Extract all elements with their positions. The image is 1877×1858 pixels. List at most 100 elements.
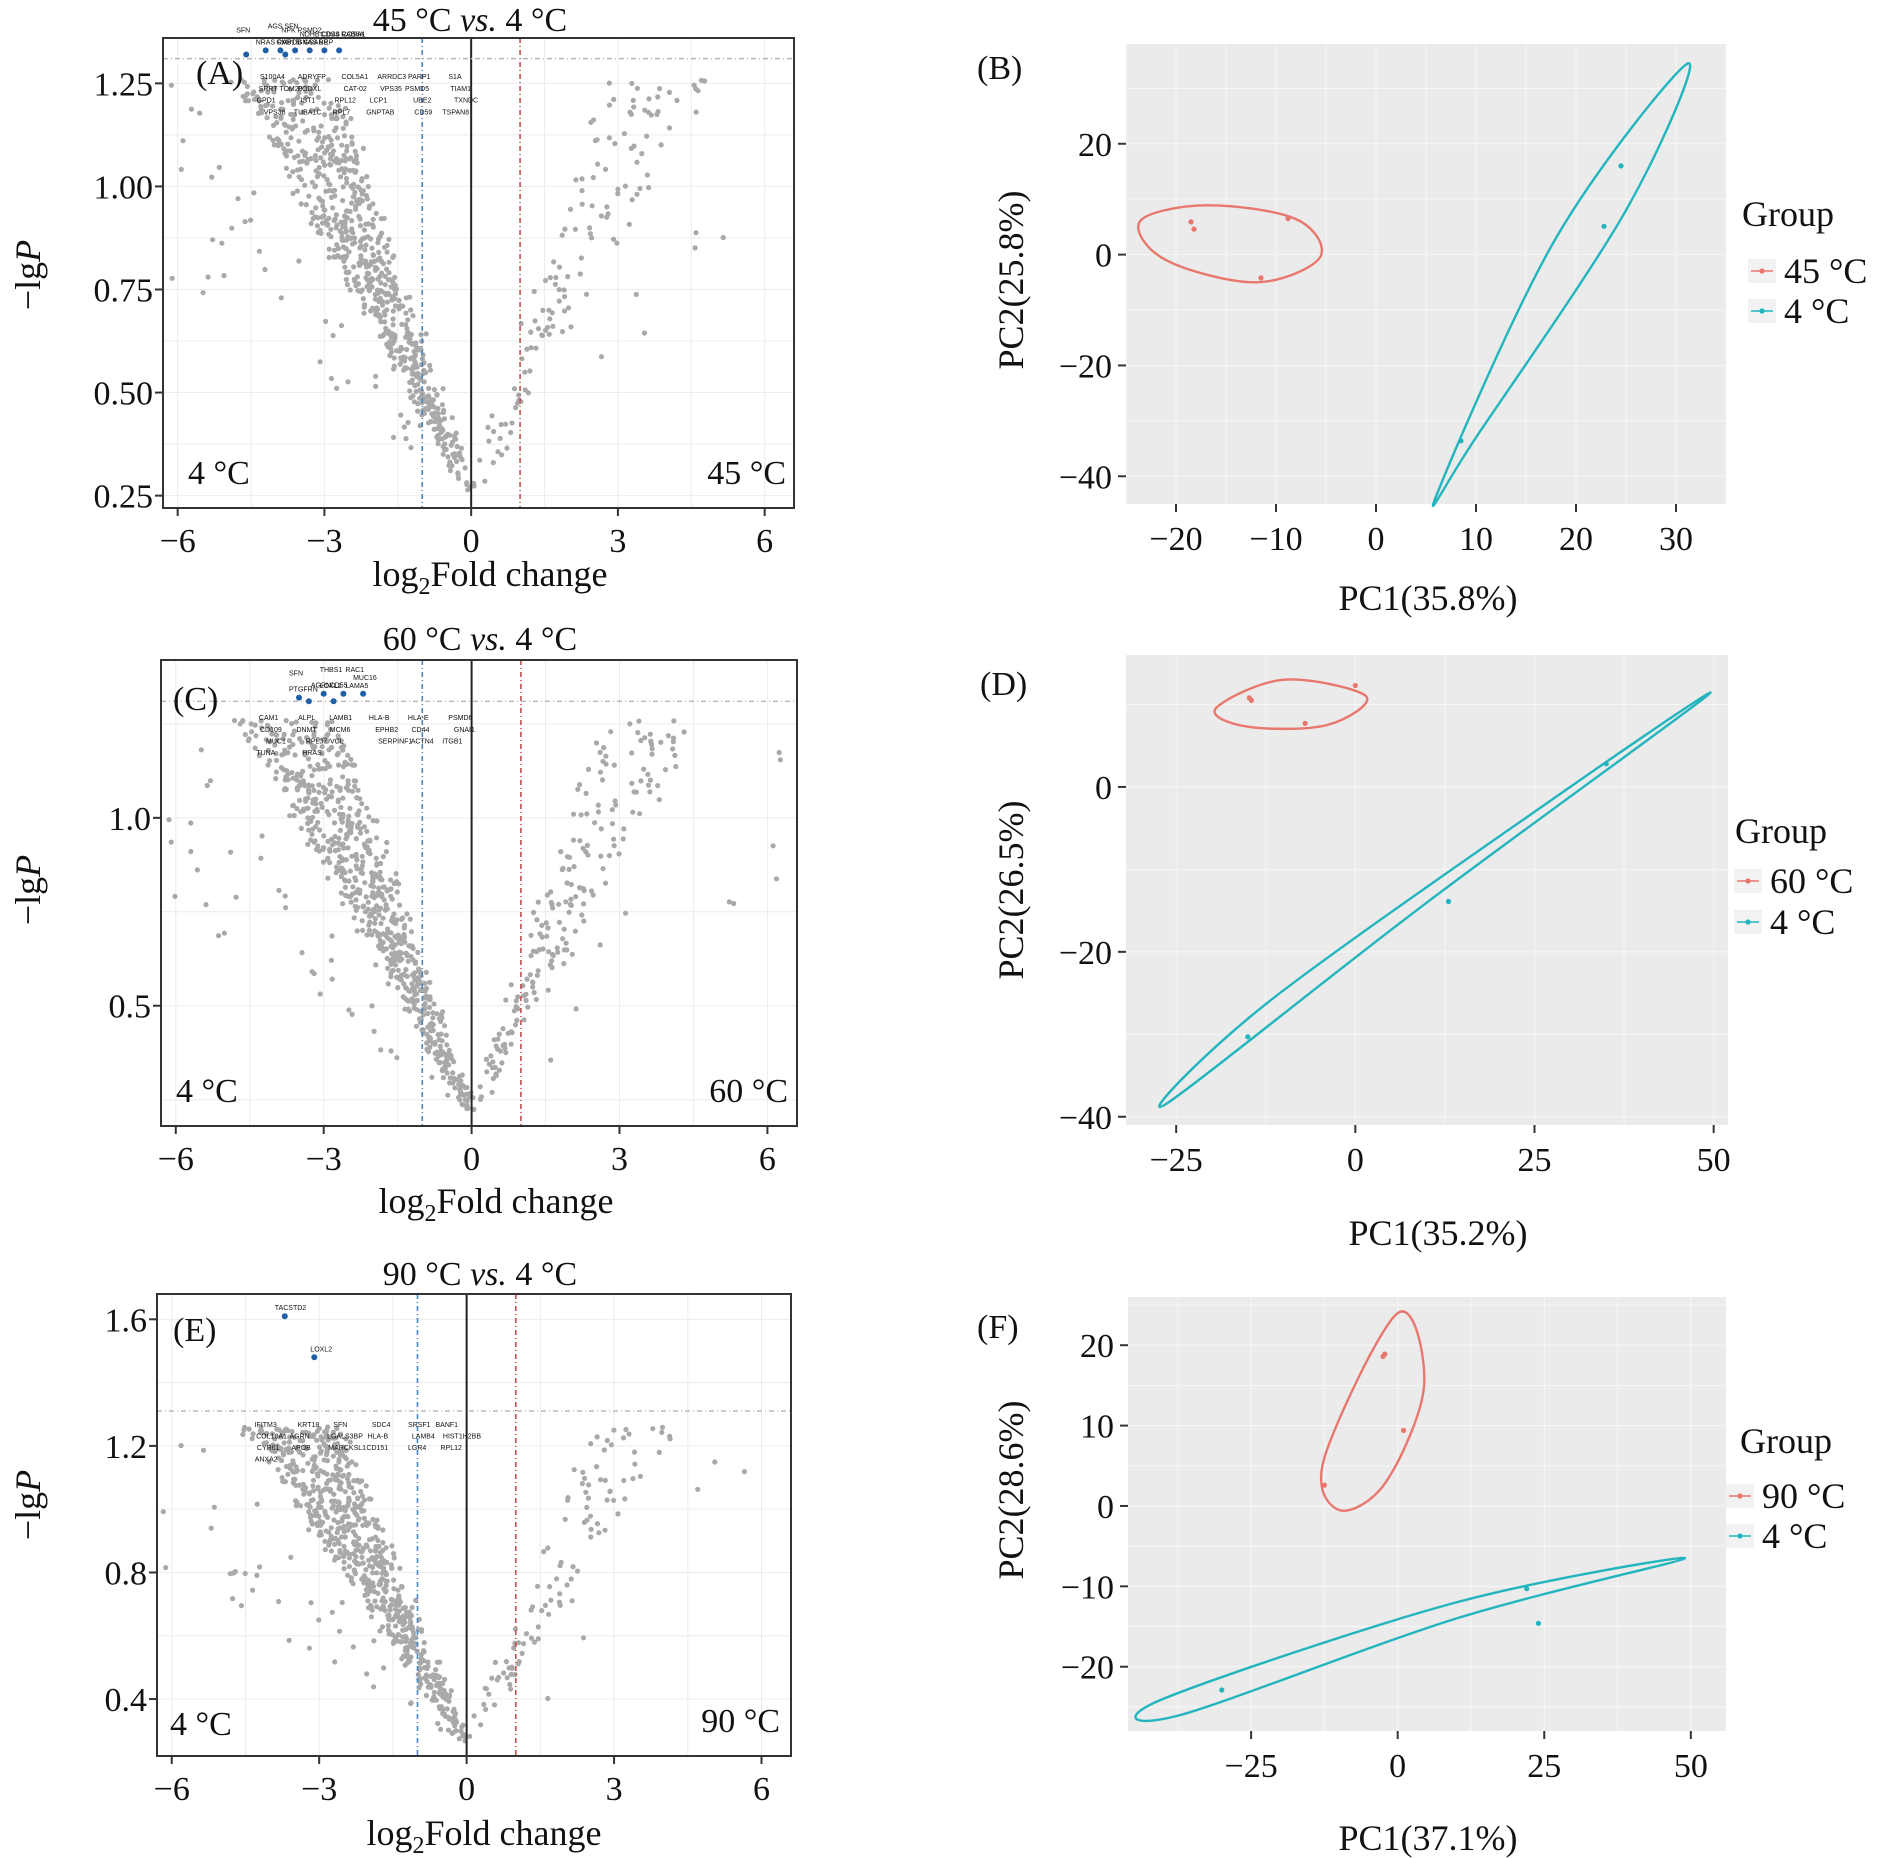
data-point bbox=[530, 980, 536, 986]
data-point bbox=[305, 815, 311, 821]
data-point bbox=[302, 752, 308, 758]
data-point bbox=[283, 129, 289, 135]
data-point bbox=[340, 244, 346, 250]
data-point bbox=[589, 203, 595, 209]
x-tick-label: 0 bbox=[1389, 1748, 1406, 1785]
data-point bbox=[318, 1448, 324, 1454]
data-point bbox=[254, 1501, 260, 1507]
data-point bbox=[200, 290, 206, 296]
data-point bbox=[410, 1634, 417, 1640]
data-point bbox=[276, 1598, 282, 1605]
data-point bbox=[453, 1719, 460, 1725]
data-point bbox=[398, 344, 404, 350]
data-point bbox=[343, 1513, 349, 1519]
data-point bbox=[407, 988, 413, 994]
data-point bbox=[341, 133, 348, 139]
data-point bbox=[321, 833, 327, 839]
data-point bbox=[328, 137, 334, 143]
data-point bbox=[350, 1644, 356, 1650]
panel-b-legend-entry-1: 45 °C bbox=[1784, 251, 1867, 291]
data-point bbox=[314, 106, 320, 112]
data-point bbox=[363, 264, 369, 270]
significant-gene-label: AGRN bbox=[311, 682, 331, 689]
data-point bbox=[390, 316, 396, 322]
data-point bbox=[354, 274, 360, 280]
data-point bbox=[399, 1584, 405, 1590]
data-point bbox=[341, 1559, 347, 1565]
data-point bbox=[647, 777, 654, 783]
data-point bbox=[294, 777, 300, 783]
data-point bbox=[770, 843, 776, 849]
data-point bbox=[378, 280, 384, 286]
data-point bbox=[600, 866, 606, 872]
data-point bbox=[303, 1429, 309, 1435]
gene-label: ANXA2 bbox=[255, 1457, 278, 1464]
data-point bbox=[429, 1027, 435, 1034]
data-point bbox=[629, 80, 635, 86]
data-point bbox=[290, 116, 296, 123]
data-point bbox=[580, 1635, 587, 1641]
data-point bbox=[376, 249, 382, 255]
data-point bbox=[401, 932, 407, 938]
data-point bbox=[353, 283, 359, 289]
data-point bbox=[379, 1624, 386, 1630]
data-point bbox=[483, 1686, 489, 1692]
data-point bbox=[342, 878, 348, 884]
data-point bbox=[344, 237, 350, 243]
data-point bbox=[326, 105, 332, 111]
data-point bbox=[364, 828, 370, 835]
data-point bbox=[524, 976, 530, 982]
data-point bbox=[503, 1050, 509, 1056]
x-tick-label: 25 bbox=[1527, 1748, 1561, 1785]
data-point bbox=[311, 729, 317, 735]
panel-c-plot-area bbox=[161, 660, 797, 1126]
data-point bbox=[375, 943, 382, 949]
data-point bbox=[418, 387, 424, 393]
data-point bbox=[601, 1447, 607, 1453]
data-point bbox=[303, 78, 309, 84]
significant-gene-label: NRAS RAB15 bbox=[256, 39, 300, 46]
data-point bbox=[597, 769, 604, 775]
gene-label: CD151 bbox=[366, 1445, 388, 1452]
data-point bbox=[451, 1075, 457, 1082]
data-point bbox=[313, 720, 319, 726]
data-point bbox=[272, 1436, 278, 1442]
data-point bbox=[331, 254, 337, 260]
data-point bbox=[305, 841, 311, 847]
data-point bbox=[329, 1609, 335, 1615]
data-point bbox=[332, 833, 338, 840]
data-point bbox=[203, 902, 209, 908]
data-point bbox=[340, 222, 346, 228]
data-point bbox=[340, 901, 346, 907]
data-point bbox=[364, 1588, 371, 1594]
data-point bbox=[294, 188, 300, 194]
data-point bbox=[458, 1728, 464, 1734]
data-point bbox=[353, 153, 360, 159]
panel-a-title: 45 °C vs. 4 °C bbox=[373, 2, 567, 39]
data-point bbox=[332, 1659, 338, 1665]
data-point bbox=[309, 831, 315, 837]
data-point bbox=[356, 1561, 362, 1567]
gene-label: RPL7 bbox=[333, 110, 351, 117]
data-point bbox=[413, 388, 419, 395]
data-point bbox=[355, 822, 361, 829]
data-point bbox=[370, 1564, 376, 1570]
data-point bbox=[601, 745, 607, 751]
data-point bbox=[362, 302, 368, 308]
data-point bbox=[304, 1502, 310, 1508]
data-point bbox=[313, 205, 319, 211]
data-point bbox=[448, 442, 454, 448]
data-point bbox=[269, 1431, 275, 1437]
data-point bbox=[316, 1425, 322, 1432]
data-point bbox=[588, 1526, 594, 1532]
data-point bbox=[401, 981, 407, 987]
gene-label: TUNA bbox=[256, 750, 275, 757]
data-point bbox=[681, 729, 687, 735]
significant-gene-label: RAC1 bbox=[345, 667, 364, 674]
data-point bbox=[579, 201, 585, 207]
data-point bbox=[363, 242, 369, 248]
data-point bbox=[365, 1598, 371, 1604]
data-point bbox=[373, 383, 379, 389]
data-point bbox=[599, 777, 606, 783]
data-point bbox=[400, 1613, 406, 1619]
